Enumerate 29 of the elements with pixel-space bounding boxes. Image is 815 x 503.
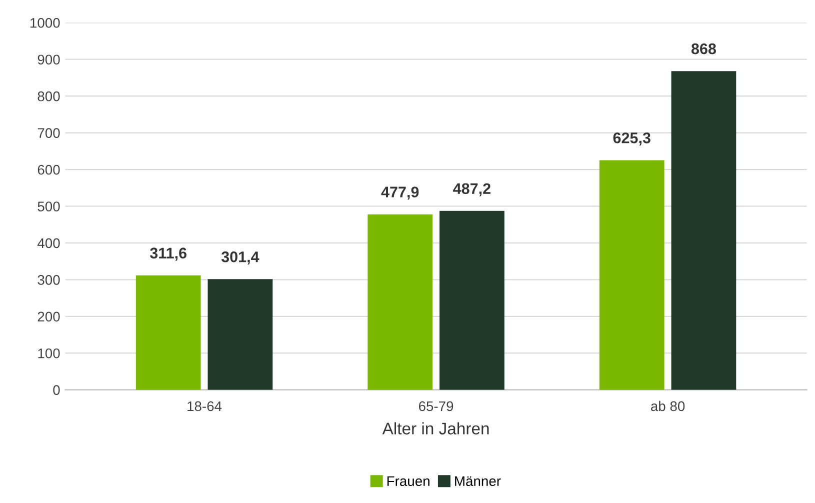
x-tick-label: 18-64 bbox=[188, 401, 222, 412]
data-label: 477,9 bbox=[381, 186, 419, 200]
bar bbox=[599, 160, 664, 390]
data-label: 625,3 bbox=[613, 132, 650, 146]
y-tick-label: 0 bbox=[53, 385, 60, 395]
data-label: 487,2 bbox=[453, 183, 490, 196]
legend-label: Frauen bbox=[387, 476, 430, 486]
y-tick-label: 300 bbox=[38, 275, 60, 285]
data-label: 868 bbox=[691, 43, 716, 54]
data-label: 311,6 bbox=[150, 248, 186, 261]
y-tick-label: 200 bbox=[38, 312, 60, 322]
y-tick-label: 700 bbox=[38, 128, 60, 138]
bar bbox=[671, 71, 736, 390]
y-tick-label: 600 bbox=[38, 164, 60, 175]
bar bbox=[208, 279, 273, 390]
bar bbox=[440, 210, 504, 390]
x-tick-label: 65-79 bbox=[418, 401, 454, 412]
bar bbox=[136, 275, 201, 390]
y-tick-label: 500 bbox=[38, 202, 60, 212]
y-tick-label: 900 bbox=[38, 54, 60, 65]
y-tick-label: 1000 bbox=[30, 18, 60, 28]
legend-label: Männer bbox=[455, 476, 501, 486]
y-tick-label: 800 bbox=[38, 91, 60, 102]
data-label: 301,4 bbox=[221, 251, 260, 264]
bar bbox=[368, 214, 433, 390]
x-axis-title: Alter in Jahren bbox=[382, 422, 489, 434]
y-tick-label: 400 bbox=[37, 238, 60, 248]
x-tick-label: ab 80 bbox=[651, 400, 685, 412]
y-tick-label: 100 bbox=[38, 348, 60, 358]
